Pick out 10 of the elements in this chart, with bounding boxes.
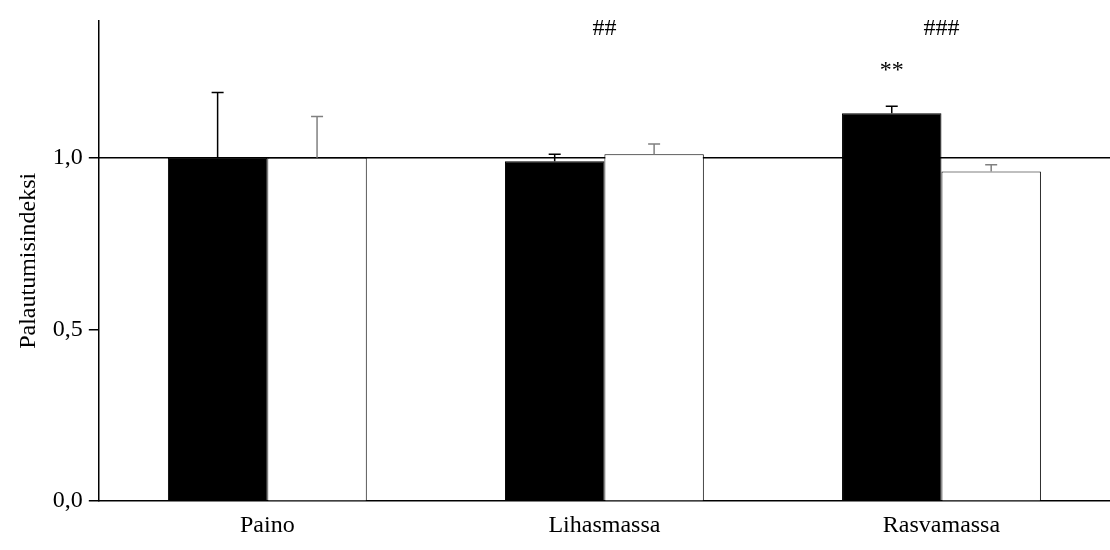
y-axis-title: Palautumisindeksi [13,172,40,349]
annotation: ### [923,13,960,40]
y-tick-label: 0,0 [52,486,83,513]
annotation: ** [879,55,904,82]
x-tick-label: Rasvamassa [882,510,1001,537]
y-tick-label: 0,5 [52,314,83,341]
annotation: ## [592,13,617,40]
x-tick-label: Lihasmassa [548,510,661,537]
x-tick-label: Paino [240,510,295,537]
y-tick-label: 1,0 [52,143,83,170]
